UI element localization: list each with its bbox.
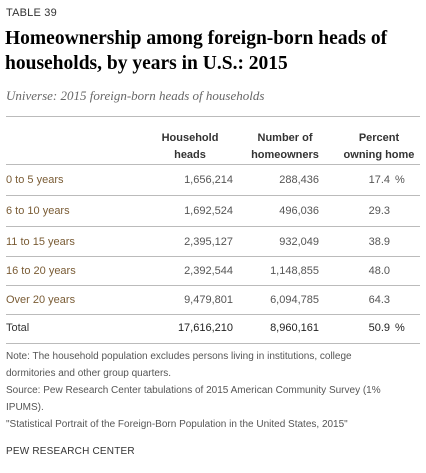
- table-number: TABLE 39: [6, 7, 57, 19]
- cell-homeowners: 6,094,785: [270, 294, 319, 306]
- cell-household-heads: 1,692,524: [184, 205, 233, 217]
- total-row: Total 17,616,210 8,960,161 50.9 %: [0, 313, 426, 343]
- source-text: Source: Pew Research Center tabulations …: [6, 382, 420, 416]
- cell-homeowners: 932,049: [279, 236, 319, 248]
- row-divider: [6, 226, 420, 227]
- note-line: Note: The household population excludes …: [6, 351, 352, 362]
- table-universe: Universe: 2015 foreign-born heads of hou…: [6, 88, 265, 103]
- divider-before-total: [6, 314, 420, 315]
- row-label: 11 to 15 years: [6, 236, 75, 248]
- table-row: 11 to 15 years 2,395,127 932,049 38.9: [0, 227, 426, 257]
- table-row: 6 to 10 years 1,692,524 496,036 29.3: [0, 196, 426, 226]
- cell-household-heads: 9,479,801: [184, 294, 233, 306]
- source-line: Source: Pew Research Center tabulations …: [6, 385, 381, 396]
- row-label: 0 to 5 years: [6, 174, 64, 186]
- column-header-line: owning home: [343, 149, 415, 161]
- table-title: Homeownership among foreign-born heads o…: [5, 26, 415, 76]
- cell-percent: 38.9: [368, 236, 390, 248]
- report-title-line: "Statistical Portrait of the Foreign-Bor…: [6, 419, 348, 430]
- column-header-line: Percent: [358, 132, 400, 144]
- table-row: Over 20 years 9,479,801 6,094,785 64.3: [0, 285, 426, 315]
- column-header-line: homeowners: [251, 149, 319, 161]
- total-homeowners: 8,960,161: [270, 322, 319, 334]
- total-household-heads: 17,616,210: [177, 322, 233, 334]
- source-line: IPUMS).: [6, 402, 44, 413]
- cell-percent: 48.0: [368, 265, 390, 277]
- cell-percent: 17.4: [368, 174, 390, 186]
- column-header-line: Number of: [257, 132, 313, 144]
- row-label: 6 to 10 years: [6, 205, 70, 217]
- column-header-line: Household: [161, 132, 219, 144]
- total-percent: 50.9: [368, 322, 390, 334]
- table-row: 0 to 5 years 1,656,214 288,436 17.4 %: [0, 165, 426, 195]
- table-row: 16 to 20 years 2,392,544 1,148,855 48.0: [0, 256, 426, 286]
- row-divider: [6, 256, 420, 257]
- row-label: 16 to 20 years: [6, 265, 76, 277]
- divider-top: [6, 116, 420, 117]
- column-header-line: heads: [174, 149, 206, 161]
- table-notes: Note: The household population excludes …: [6, 348, 420, 433]
- cell-homeowners: 496,036: [279, 205, 319, 217]
- total-percent-unit: %: [395, 322, 405, 334]
- cell-percent: 29.3: [368, 205, 390, 217]
- cell-household-heads: 2,392,544: [184, 265, 233, 277]
- cell-homeowners: 288,436: [279, 174, 319, 186]
- column-header-percent-owning-home: Percent owning home: [336, 130, 422, 164]
- table-title-line: households, by years in U.S.: 2015: [5, 53, 288, 74]
- divider-header: [6, 164, 420, 165]
- row-divider: [6, 195, 420, 196]
- note-line: dormitories and other group quarters.: [6, 368, 172, 379]
- divider-after-total: [6, 343, 420, 344]
- report-title: "Statistical Portrait of the Foreign-Bor…: [6, 416, 420, 433]
- column-header-household-heads: Household heads: [150, 130, 230, 164]
- cell-household-heads: 1,656,214: [184, 174, 233, 186]
- cell-homeowners: 1,148,855: [270, 265, 319, 277]
- row-label: Over 20 years: [6, 294, 76, 306]
- cell-household-heads: 2,395,127: [184, 236, 233, 248]
- total-label: Total: [6, 322, 30, 334]
- row-divider: [6, 285, 420, 286]
- column-header-number-of-homeowners: Number of homeowners: [242, 130, 328, 164]
- cell-percent-unit: %: [395, 174, 405, 186]
- publisher-credit: PEW RESEARCH CENTER: [6, 446, 135, 457]
- table-title-line: Homeownership among foreign-born heads o…: [5, 28, 388, 49]
- note-text: Note: The household population excludes …: [6, 348, 420, 382]
- cell-percent: 64.3: [368, 294, 390, 306]
